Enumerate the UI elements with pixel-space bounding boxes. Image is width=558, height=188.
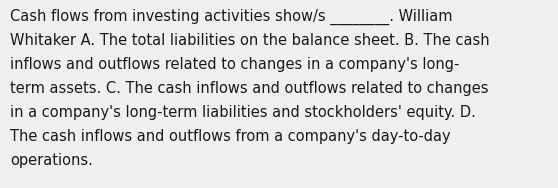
Text: inflows and outflows related to changes in a company's long-: inflows and outflows related to changes …	[10, 57, 459, 72]
Text: operations.: operations.	[10, 153, 93, 168]
Text: Cash flows from investing activities show/s ________. William: Cash flows from investing activities sho…	[10, 8, 453, 25]
Text: in a company's long-term liabilities and stockholders' equity. D.: in a company's long-term liabilities and…	[10, 105, 476, 120]
Text: Whitaker A. The total liabilities on the balance sheet. B. The cash: Whitaker A. The total liabilities on the…	[10, 33, 490, 48]
Text: The cash inflows and outflows from a company's day-to-day: The cash inflows and outflows from a com…	[10, 129, 451, 144]
Text: term assets. C. The cash inflows and outflows related to changes: term assets. C. The cash inflows and out…	[10, 81, 489, 96]
